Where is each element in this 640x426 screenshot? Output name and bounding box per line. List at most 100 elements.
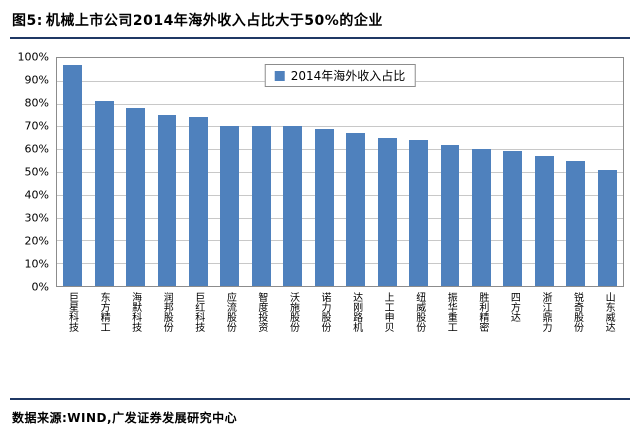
y-tick-label: 0% <box>31 280 49 294</box>
x-category-label: 四方达 <box>508 292 520 322</box>
bar <box>440 144 460 286</box>
y-tick-label: 30% <box>24 211 49 225</box>
gridline <box>57 172 623 173</box>
x-category-label: 振华重工 <box>445 292 457 332</box>
data-source: 数据来源:WIND,广发证券发展研究中心 <box>12 411 238 425</box>
footer-divider <box>10 398 630 400</box>
x-label-slot: 沃施股份 <box>277 292 309 390</box>
x-category-label: 沃施股份 <box>287 292 299 332</box>
y-tick-label: 40% <box>24 188 49 202</box>
x-label-slot: 锐奇股份 <box>561 292 593 390</box>
gridline <box>57 240 623 242</box>
x-label-slot: 润邦股份 <box>151 292 183 390</box>
x-category-label: 诺力股份 <box>319 292 331 332</box>
x-label-slot: 智度投资 <box>245 292 277 390</box>
bar <box>409 140 428 286</box>
bar-slot <box>309 58 340 286</box>
bar-slot <box>183 58 214 286</box>
x-category-label: 巨星科技 <box>66 292 78 332</box>
bar <box>314 128 334 286</box>
x-label-slot: 应流股份 <box>214 292 246 390</box>
bar <box>377 137 397 286</box>
x-label-slot: 四方达 <box>498 292 530 390</box>
x-label-slot: 胜利精密 <box>466 292 498 390</box>
x-label-slot: 达刚路机 <box>340 292 372 390</box>
legend-swatch-icon <box>274 70 285 81</box>
bar-slot <box>466 58 497 286</box>
bar <box>534 156 554 286</box>
y-tick-label: 90% <box>24 73 49 87</box>
x-category-label: 东方精工 <box>98 292 110 332</box>
x-label-slot: 纽威股份 <box>403 292 435 390</box>
y-tick-label: 20% <box>24 234 49 248</box>
bar-slot <box>340 58 371 286</box>
bar-slot <box>120 58 151 286</box>
bar <box>126 108 146 286</box>
y-tick-label: 80% <box>24 96 49 110</box>
x-label-slot: 巨星科技 <box>56 292 88 390</box>
x-category-label: 智度投资 <box>255 292 267 332</box>
bar <box>251 126 271 286</box>
bar-slot <box>403 58 434 286</box>
x-category-label: 山东威达 <box>603 292 615 332</box>
gridline <box>57 217 623 219</box>
legend-label: 2014年海外收入占比 <box>290 69 406 83</box>
x-label-slot: 诺力股份 <box>309 292 341 390</box>
x-label-slot: 东方精工 <box>88 292 120 390</box>
bar-series <box>57 58 623 286</box>
gridline <box>57 149 623 151</box>
gridline <box>57 103 623 105</box>
x-category-label: 上工申贝 <box>382 292 394 332</box>
x-label-slot: 振华重工 <box>435 292 467 390</box>
bar-slot <box>57 58 88 286</box>
bar-slot <box>560 58 591 286</box>
x-label-slot: 浙江鼎力 <box>529 292 561 390</box>
bar <box>566 160 586 286</box>
y-tick-label: 100% <box>17 50 49 64</box>
bar <box>503 151 523 286</box>
x-category-label: 润邦股份 <box>161 292 173 332</box>
x-category-label: 锐奇股份 <box>571 292 583 332</box>
y-tick-label: 10% <box>24 257 49 271</box>
bar-slot <box>88 58 119 286</box>
bar-slot <box>277 58 308 286</box>
x-label-slot: 山东威达 <box>593 292 625 390</box>
bar-slot <box>371 58 402 286</box>
x-label-slot: 巨红科技 <box>182 292 214 390</box>
chart-main: 100% 90% 80% 70% 60% 50% 40% 30% 20% 10% 0% 2014年海… <box>12 51 624 294</box>
bar <box>189 117 208 286</box>
bar <box>157 115 177 286</box>
x-category-label: 巨红科技 <box>192 292 204 332</box>
legend: 2014年海外收入占比 <box>264 64 416 87</box>
bar <box>94 101 114 286</box>
x-category-label: 胜利精密 <box>476 292 488 332</box>
x-category-label: 浙江鼎力 <box>539 292 551 332</box>
bar-slot <box>497 58 528 286</box>
bar-slot <box>214 58 245 286</box>
figure-header: 图5: 机械上市公司2014年海外收入占比大于50%的企业 <box>10 8 630 37</box>
y-axis: 100% 90% 80% 70% 60% 50% 40% 30% 20% 10% 0% <box>12 51 56 294</box>
y-tick-label: 50% <box>24 165 49 179</box>
bar <box>597 169 617 286</box>
bar-slot <box>591 58 622 286</box>
bar-slot <box>434 58 465 286</box>
gridline <box>57 126 623 128</box>
bar-slot <box>246 58 277 286</box>
x-category-label: 达刚路机 <box>350 292 362 332</box>
bar-slot <box>529 58 560 286</box>
bar-slot <box>151 58 182 286</box>
x-axis: 巨星科技 东方精工 海默科技 润邦股份 巨红科技 应流股份 智度投资 沃施股份 诺力股份 达刚路机… <box>56 287 624 390</box>
y-tick-label: 70% <box>24 119 49 133</box>
bar <box>471 149 491 286</box>
x-category-label: 纽威股份 <box>413 292 425 332</box>
gridline <box>57 263 623 265</box>
bar <box>346 133 366 286</box>
y-tick-label: 60% <box>24 142 49 156</box>
plot-area: 2014年海外收入占比 <box>56 57 624 287</box>
bar <box>283 126 303 286</box>
bar <box>220 126 240 286</box>
x-category-label: 海默科技 <box>129 292 141 332</box>
x-label-slot: 海默科技 <box>119 292 151 390</box>
header-divider <box>10 37 630 39</box>
